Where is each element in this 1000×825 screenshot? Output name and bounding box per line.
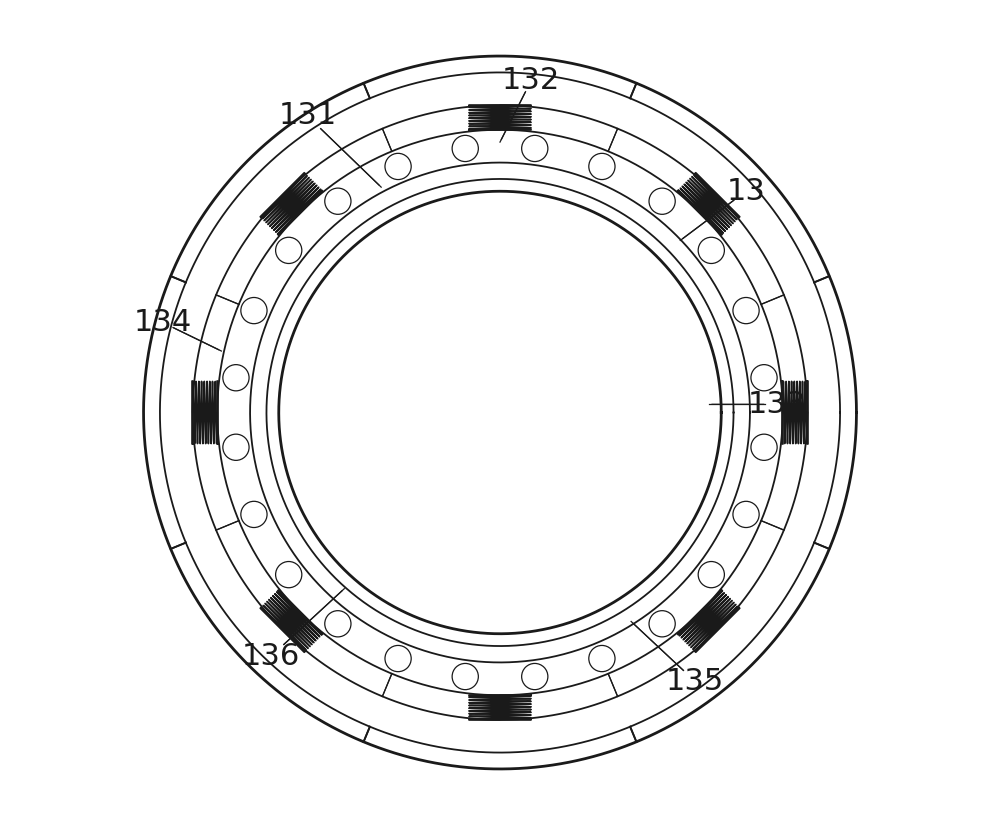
- Text: 131: 131: [278, 101, 337, 130]
- Text: 135: 135: [666, 667, 724, 695]
- Text: 13: 13: [726, 177, 765, 205]
- Text: 136: 136: [241, 642, 300, 672]
- Text: 132: 132: [502, 66, 560, 95]
- Text: 134: 134: [133, 308, 192, 337]
- Text: 133: 133: [748, 389, 806, 419]
